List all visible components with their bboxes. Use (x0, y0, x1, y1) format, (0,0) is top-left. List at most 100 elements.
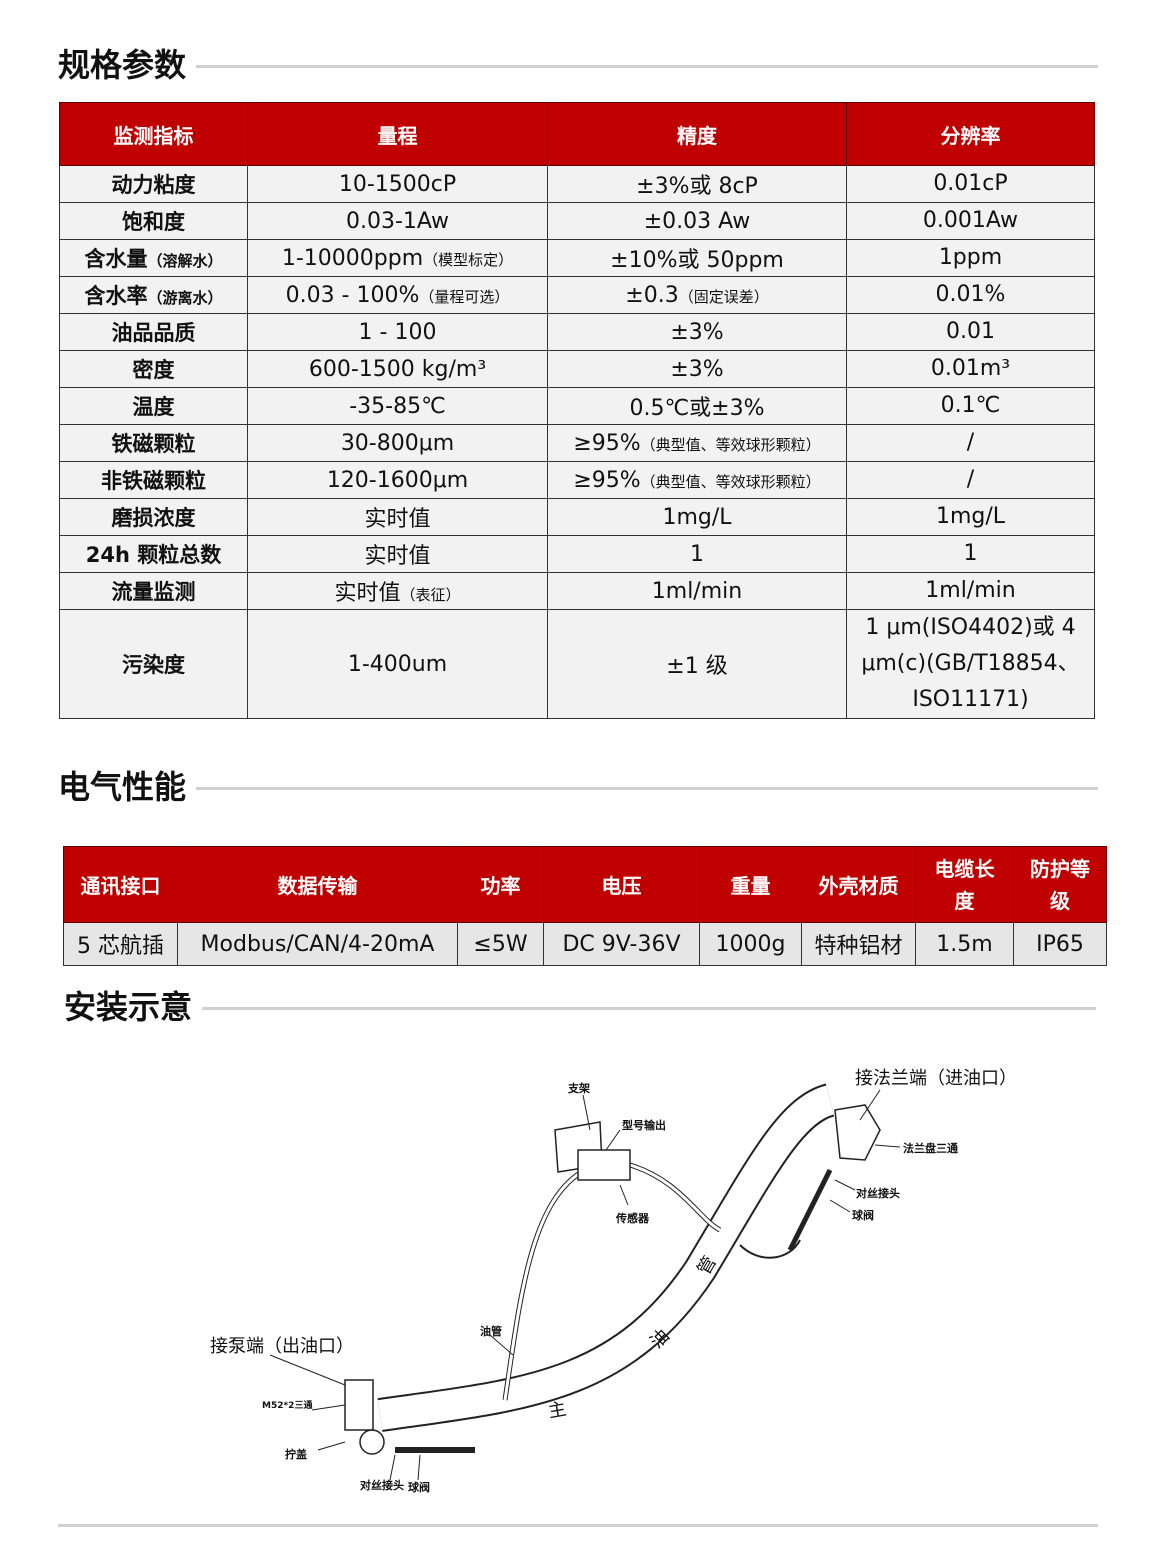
resolution-cell: 0.1℃ (846, 387, 1095, 425)
value-cell: Modbus/CAN/4-20mA (177, 922, 458, 966)
label-oil-pipe: 油管 (480, 1325, 502, 1338)
resolution-cell: 1ppm (846, 239, 1095, 277)
range-cell: 1-10000ppm（模型标定） (247, 239, 548, 277)
range-note: （表征） (400, 586, 461, 604)
range-value: 实时值 (334, 581, 401, 606)
header-cell: 数据传输 (177, 846, 458, 923)
range-value: 1-400um (347, 651, 448, 677)
range-value: 600-1500 kg/m³ (308, 356, 487, 382)
range-cell: 600-1500 kg/m³ (247, 350, 548, 388)
accuracy-value: ±3%或 8cP (636, 174, 758, 199)
range-value: 10-1500cP (338, 171, 457, 197)
metric-cell: 24h 颗粒总数 (59, 535, 248, 573)
range-cell: 120-1600μm (247, 461, 548, 499)
cap (359, 1429, 385, 1455)
label-m52-tee: M52*2三通 (262, 1401, 313, 1411)
header-cell: 通讯接口 (63, 846, 178, 923)
accuracy-value: ≥95% (573, 467, 641, 493)
section-title: 规格参数 (58, 46, 187, 84)
range-note: （模型标定） (423, 250, 514, 269)
metric-name: 温度 (132, 395, 175, 419)
label-flange-end: 接法兰端（进油口） (855, 1068, 1017, 1089)
label-cap: 拧盖 (285, 1448, 307, 1461)
header-cell: 外壳材质 (801, 846, 916, 923)
accuracy-cell: ±3% (547, 313, 847, 351)
resolution-cell: 1 μm(ISO4402)或 4 μm(c)(GB/T18854、ISO1117… (846, 609, 1095, 719)
divider (202, 1006, 1096, 1010)
range-value: -35-85℃ (349, 393, 446, 419)
range-cell: 实时值 (247, 535, 548, 573)
section-title: 安装示意 (64, 988, 193, 1026)
accuracy-cell: ±0.03 Aw (547, 202, 847, 240)
label-ball-valve: 球阀 (852, 1209, 874, 1222)
accuracy-cell: ±1 级 (547, 609, 847, 719)
divider (196, 786, 1098, 790)
metric-name: 磨损浓度 (111, 506, 196, 530)
resolution-cell: 1mg/L (846, 498, 1095, 536)
accuracy-value: 1mg/L (662, 504, 732, 530)
table-row: 污染度 1-400um ±1 级 1 μm(ISO4402)或 4 μm(c)(… (59, 609, 1095, 719)
range-cell: 0.03-1Aw (247, 202, 548, 240)
accuracy-value: 1 (690, 541, 704, 567)
header-cell: 精度 (547, 102, 847, 166)
accuracy-value: 0.5℃或±3% (629, 396, 765, 421)
resolution-cell: / (846, 461, 1095, 499)
accuracy-value: ±3% (670, 356, 724, 382)
label-nipple-2: 对丝接头 (360, 1479, 404, 1492)
range-note: （量程可选） (419, 287, 510, 306)
section-elec: 电气性能 (58, 762, 1098, 808)
accuracy-cell: ≥95%（典型值、等效球形颗粒） (547, 461, 847, 499)
accuracy-value: ±3% (670, 319, 724, 345)
section-spec: 规格参数 (58, 40, 1098, 86)
accuracy-note: （固定误差） (678, 287, 769, 306)
range-cell: 1-400um (247, 609, 548, 719)
table-row: 含水量（溶解水） 1-10000ppm（模型标定） ±10%或 50ppm 1p… (59, 239, 1095, 277)
m52-tee (344, 1379, 374, 1431)
footer-divider (58, 1524, 1098, 1527)
metric-cell: 非铁磁颗粒 (59, 461, 248, 499)
range-cell: 实时值（表征） (247, 572, 548, 610)
table-row: 非铁磁颗粒 120-1600μm ≥95%（典型值、等效球形颗粒） / (59, 461, 1095, 499)
header-cell: 监测指标 (59, 102, 248, 166)
resolution-cell: 0.01m³ (846, 350, 1095, 388)
sensor-box (577, 1149, 631, 1181)
accuracy-note: （典型值、等效球形颗粒） (640, 435, 821, 454)
metric-name: 非铁磁颗粒 (101, 469, 206, 493)
accuracy-cell: 1mg/L (547, 498, 847, 536)
header-cell: 防护等级 (1013, 846, 1107, 923)
range-cell: -35-85℃ (247, 387, 548, 425)
accuracy-value: ±0.03 Aw (643, 208, 751, 234)
metric-note: （溶解水） (147, 252, 223, 270)
metric-name: 饱和度 (122, 210, 185, 234)
flange (834, 1104, 881, 1161)
header-cell: 电缆长度 (915, 846, 1014, 923)
range-value: 实时值 (364, 544, 431, 569)
label-pump-end: 接泵端（出油口） (210, 1336, 354, 1357)
table-row: 饱和度 0.03-1Aw ±0.03 Aw 0.001Aw (59, 202, 1095, 240)
accuracy-cell: ±0.3（固定误差） (547, 276, 847, 314)
range-cell: 0.03 - 100%（量程可选） (247, 276, 548, 314)
accuracy-value: ≥95% (573, 430, 641, 456)
metric-name: 含水率 (84, 284, 148, 308)
range-cell: 30-800μm (247, 424, 548, 462)
table-row: 磨损浓度 实时值 1mg/L 1mg/L (59, 498, 1095, 536)
accuracy-value: ±1 级 (666, 654, 728, 679)
label-flange-tee: 法兰盘三通 (903, 1142, 958, 1155)
label-output: 型号输出 (622, 1119, 666, 1132)
metric-name: 铁磁颗粒 (111, 432, 196, 456)
accuracy-note: （典型值、等效球形颗粒） (640, 472, 821, 491)
accuracy-cell: ±10%或 50ppm (547, 239, 847, 277)
metric-cell: 含水量（溶解水） (59, 239, 248, 277)
value-cell: 1000g (699, 922, 802, 966)
value-cell: IP65 (1013, 922, 1107, 966)
label-bracket: 支架 (568, 1082, 590, 1095)
range-value: 0.03 - 100% (285, 282, 420, 308)
range-value: 实时值 (364, 507, 431, 532)
metric-cell: 含水率（游离水） (59, 276, 248, 314)
metric-name: 密度 (132, 358, 175, 382)
metric-cell: 饱和度 (59, 202, 248, 240)
metric-cell: 油品品质 (59, 313, 248, 351)
metric-cell: 密度 (59, 350, 248, 388)
table-row: 温度 -35-85℃ 0.5℃或±3% 0.1℃ (59, 387, 1095, 425)
metric-name: 油品品质 (111, 321, 196, 345)
